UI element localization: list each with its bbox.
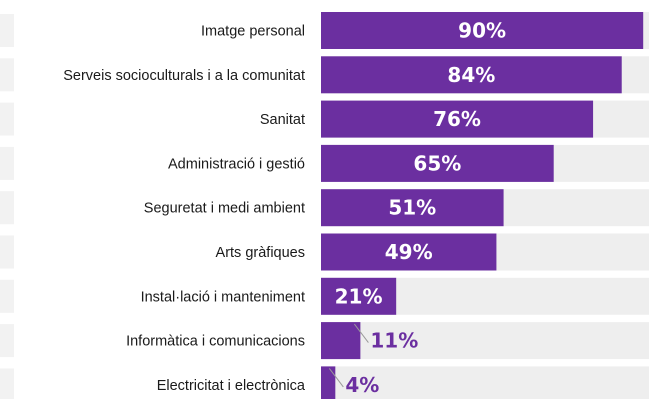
bar xyxy=(321,12,644,49)
category-label: Serveis socioculturals i a la comunitat xyxy=(63,68,305,84)
category-label: Electricitat i electrònica xyxy=(157,378,306,394)
category-label: Imatge personal xyxy=(201,24,305,40)
value-label: 51% xyxy=(388,196,436,220)
value-label: 11% xyxy=(370,329,418,353)
value-leader-line xyxy=(328,368,344,388)
category-label: Arts gràfiques xyxy=(216,245,305,261)
category-label: Seguretat i medi ambient xyxy=(144,201,305,217)
value-label: 65% xyxy=(413,151,461,175)
category-label: Administració i gestió xyxy=(168,156,305,172)
category-label: Informàtica i comunicacions xyxy=(126,334,305,350)
row-left-panel xyxy=(0,102,14,136)
bar xyxy=(321,233,497,271)
bar xyxy=(321,322,361,360)
row-left-panel xyxy=(0,368,14,399)
bar xyxy=(321,277,397,315)
row-left-panel xyxy=(0,58,14,92)
value-label: 84% xyxy=(447,63,495,87)
value-label: 4% xyxy=(345,373,379,397)
category-label: Sanitat xyxy=(260,112,305,128)
row-left-panel xyxy=(0,191,14,225)
row-left-panel xyxy=(0,14,14,47)
bar xyxy=(321,100,594,138)
value-label: 21% xyxy=(335,284,383,308)
bar xyxy=(321,366,336,399)
value-leader-line xyxy=(353,323,369,343)
value-label: 90% xyxy=(458,19,506,43)
row-left-panel xyxy=(0,146,14,180)
bar-track xyxy=(321,322,649,360)
row-left-panel xyxy=(0,279,14,313)
bar-track xyxy=(321,366,649,399)
row-left-panel xyxy=(0,235,14,269)
bar xyxy=(321,189,504,227)
bar xyxy=(321,56,622,94)
bar xyxy=(321,144,554,182)
value-label: 76% xyxy=(433,107,481,131)
category-label: Instal·lació i manteniment xyxy=(141,289,305,305)
value-label: 49% xyxy=(385,240,433,264)
row-left-panel xyxy=(0,324,14,358)
